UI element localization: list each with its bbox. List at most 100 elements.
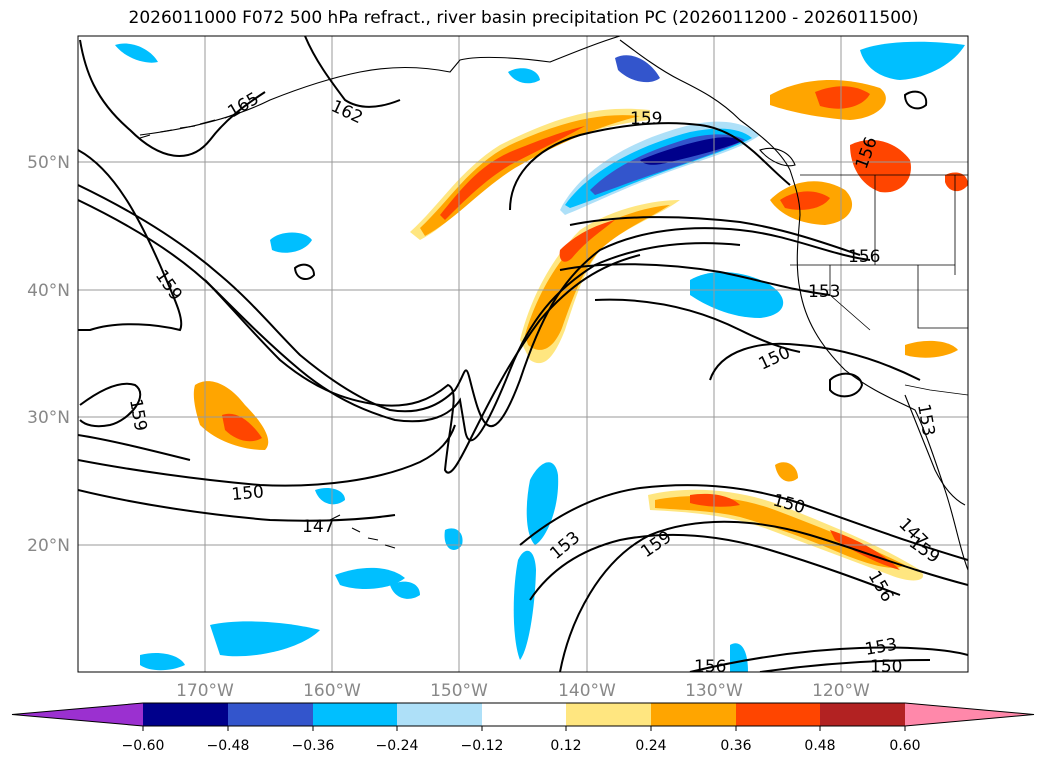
colorbar-label: −0.12 xyxy=(461,738,504,754)
lon-label: 120°W xyxy=(812,681,870,701)
lon-label: 170°W xyxy=(176,681,234,701)
contour-156 xyxy=(569,216,861,256)
colorbar-segment xyxy=(651,703,736,726)
colorbar-arrow-left xyxy=(12,703,143,726)
lon-label: 130°W xyxy=(685,681,743,701)
map-title: 2026011000 F072 500 hPa refract., river … xyxy=(128,8,919,28)
lat-label: 40°N xyxy=(27,281,70,301)
graticule xyxy=(78,36,968,672)
negative-patch-10 xyxy=(140,653,185,671)
contour-trough-inner xyxy=(204,254,641,474)
colorbar-segment xyxy=(566,703,651,726)
contour-150-north xyxy=(594,298,801,353)
positive-band-tropical-strong-east xyxy=(830,530,900,570)
contour-label: 153 xyxy=(808,282,840,302)
colorbar-segment xyxy=(482,703,566,726)
contour-156-south xyxy=(529,533,901,601)
colorbar-segment xyxy=(143,703,228,726)
baja-coast xyxy=(904,394,966,506)
colorbar: −0.60 −0.48 −0.36 −0.24 −0.12 0.12 0.24 … xyxy=(11,702,1035,754)
colorbar-segment xyxy=(736,703,820,726)
positive-anomaly-band-north-core xyxy=(420,115,640,236)
colorbar-label: −0.48 xyxy=(207,738,250,754)
contour-159-north xyxy=(509,122,791,211)
positive-band-tropical-core xyxy=(655,496,905,568)
contour-159-west xyxy=(78,149,183,332)
contour-trough-outer xyxy=(78,184,871,427)
contour-147 xyxy=(78,489,396,522)
contour-label: 156 xyxy=(848,247,880,267)
contour-loop-east-a xyxy=(829,372,864,398)
contour-loop-east-b xyxy=(903,90,928,110)
negative-patch-1 xyxy=(270,232,312,253)
hawaii-islands xyxy=(329,514,396,549)
negative-anomaly-band-peak xyxy=(640,137,740,165)
longitude-labels: 170°W 160°W 150°W 140°W 130°W 120°W xyxy=(176,681,870,701)
us-mexico-border xyxy=(904,384,968,396)
lat-label: 30°N xyxy=(27,408,70,428)
colorbar-label: 0.36 xyxy=(720,738,751,754)
political-borders xyxy=(790,174,968,396)
negative-patch-7 xyxy=(335,567,405,590)
lon-label: 160°W xyxy=(303,681,361,701)
contour-159-loop-a xyxy=(79,382,142,428)
colorbar-segment xyxy=(228,703,313,726)
positive-area-coast-core xyxy=(780,191,830,210)
negative-patch-9 xyxy=(210,621,320,657)
colorbar-ticks xyxy=(142,726,906,731)
vancouver-island xyxy=(759,147,796,167)
colorbar-label: 0.48 xyxy=(804,738,835,754)
contour-153-se xyxy=(689,646,968,672)
colorbar-label: 0.24 xyxy=(635,738,666,754)
alaska-islands xyxy=(139,111,241,139)
negative-patch-5 xyxy=(860,41,965,80)
contour-153-south xyxy=(519,484,968,561)
us-west-coast xyxy=(796,214,968,571)
contour-150-se xyxy=(759,659,931,672)
contour-153-north xyxy=(559,263,831,296)
colorbar-label: −0.60 xyxy=(122,738,165,754)
positive-area-inland-edge xyxy=(945,172,968,192)
negative-patch-12 xyxy=(315,488,345,505)
alaska-coast xyxy=(139,36,621,136)
negative-patch-3 xyxy=(115,43,158,63)
positive-area-west-core xyxy=(222,413,262,442)
colorbar-label: −0.36 xyxy=(292,738,335,754)
positive-area-inland xyxy=(850,140,911,193)
colorbar-arrow-right xyxy=(905,703,1034,726)
positive-band-tropical-strong xyxy=(690,493,740,507)
positive-area-northeast-core xyxy=(815,86,870,109)
contour-label: 150 xyxy=(870,657,902,677)
colorbar-segment xyxy=(313,703,397,726)
contour-150-east xyxy=(709,342,921,381)
lon-label: 150°W xyxy=(430,681,488,701)
contour-label: 156 xyxy=(694,657,726,677)
colorbar-segment xyxy=(397,703,482,726)
negative-streak-2 xyxy=(513,550,536,660)
canada-coast xyxy=(619,39,801,216)
negative-patch-6 xyxy=(615,55,660,83)
positive-spot-tropical xyxy=(775,462,798,482)
negative-streak-1 xyxy=(526,462,559,545)
contour-162 xyxy=(304,36,401,108)
colorbar-label: −0.24 xyxy=(376,738,419,754)
contour-165 xyxy=(79,39,266,157)
latitude-labels: 50°N 40°N 30°N 20°N xyxy=(27,153,70,556)
map-frame xyxy=(77,35,969,673)
contour-159-south xyxy=(559,520,968,672)
refractivity-contours xyxy=(78,36,968,672)
contour-label: 147 xyxy=(302,517,334,537)
contour-150-mid xyxy=(78,424,456,487)
negative-patch-8 xyxy=(390,581,420,599)
lat-label: 50°N xyxy=(27,153,70,173)
negative-patch-4 xyxy=(508,68,540,84)
contour-label: 159 xyxy=(630,109,662,129)
contour-loop-west xyxy=(293,263,316,281)
colorbar-label: 0.12 xyxy=(550,738,581,754)
state-borders xyxy=(790,175,968,331)
colorbar-label: 0.60 xyxy=(889,738,920,754)
negative-patch-11 xyxy=(730,643,748,672)
lon-label: 140°W xyxy=(558,681,616,701)
positive-area-southcoast xyxy=(905,340,958,358)
